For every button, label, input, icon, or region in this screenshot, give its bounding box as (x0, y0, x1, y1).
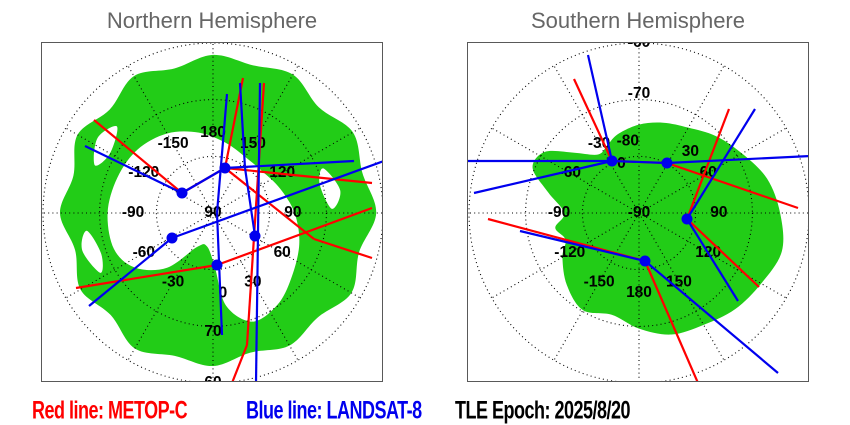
svg-text:-60: -60 (628, 43, 650, 51)
svg-text:30: 30 (682, 143, 699, 160)
svg-text:90: 90 (204, 204, 221, 221)
svg-text:-150: -150 (158, 135, 189, 152)
svg-text:60: 60 (204, 374, 221, 382)
svg-text:180: 180 (626, 284, 652, 301)
svg-text:70: 70 (204, 323, 221, 340)
svg-text:-70: -70 (628, 85, 650, 102)
svg-text:-60: -60 (133, 244, 155, 261)
svg-text:-30: -30 (162, 273, 184, 290)
svg-text:90: 90 (710, 204, 727, 221)
svg-text:0: 0 (617, 155, 626, 172)
svg-text:30: 30 (244, 273, 261, 290)
svg-text:-90: -90 (628, 204, 650, 221)
svg-text:-80: -80 (617, 133, 639, 150)
svg-text:-150: -150 (584, 273, 615, 290)
svg-text:-90: -90 (548, 204, 570, 221)
svg-text:-90: -90 (122, 204, 144, 221)
svg-text:60: 60 (274, 244, 291, 261)
svg-text:180: 180 (200, 124, 226, 141)
